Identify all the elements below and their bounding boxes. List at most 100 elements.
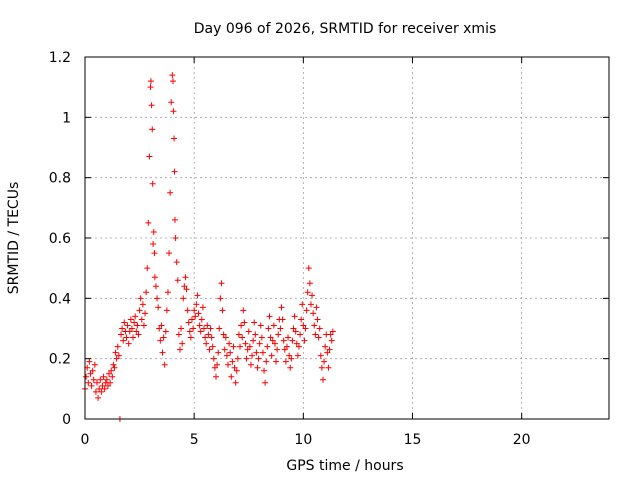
data-point xyxy=(267,334,274,341)
data-point xyxy=(95,394,102,401)
data-point xyxy=(160,334,167,341)
data-point xyxy=(302,325,309,332)
data-point xyxy=(258,334,265,341)
data-point xyxy=(89,367,96,374)
data-point xyxy=(88,382,95,389)
data-point xyxy=(126,328,133,335)
data-point xyxy=(198,316,205,323)
data-point xyxy=(138,316,145,323)
data-point xyxy=(316,325,323,332)
data-point xyxy=(193,301,200,308)
data-point xyxy=(205,331,212,338)
data-point xyxy=(114,343,121,350)
data-point xyxy=(196,322,203,329)
data-point xyxy=(217,295,224,302)
data-point xyxy=(133,328,140,335)
data-point xyxy=(243,355,250,362)
data-point xyxy=(175,331,182,338)
data-point xyxy=(214,361,221,368)
data-point xyxy=(113,355,120,362)
data-point xyxy=(143,289,150,296)
data-point xyxy=(244,346,251,353)
data-point xyxy=(145,219,152,226)
data-point xyxy=(137,295,144,302)
data-point xyxy=(94,379,101,386)
data-point xyxy=(255,355,262,362)
data-point xyxy=(162,328,169,335)
data-point xyxy=(151,250,158,257)
data-point xyxy=(136,307,143,314)
data-point xyxy=(219,307,226,314)
data-point xyxy=(246,343,253,350)
data-point xyxy=(159,349,166,356)
data-point xyxy=(218,280,225,287)
y-tick-label: 1 xyxy=(62,110,71,126)
data-point xyxy=(170,108,177,115)
data-point xyxy=(150,228,157,235)
data-point xyxy=(86,358,93,365)
data-point xyxy=(166,250,173,257)
data-point xyxy=(261,367,268,374)
data-point xyxy=(216,325,223,332)
data-point xyxy=(222,334,229,341)
data-point xyxy=(169,72,176,79)
chart-title: Day 096 of 2026, SRMTID for receiver xmi… xyxy=(194,21,497,37)
data-point xyxy=(144,265,151,272)
data-point xyxy=(199,304,206,311)
data-point xyxy=(292,328,299,335)
x-tick-label: 0 xyxy=(81,432,90,448)
data-point xyxy=(151,274,158,281)
chart-grid xyxy=(85,57,609,419)
data-point xyxy=(101,385,108,392)
data-point xyxy=(168,99,175,106)
data-point xyxy=(85,379,92,386)
data-point xyxy=(172,235,179,241)
data-point xyxy=(227,349,234,356)
data-point xyxy=(326,346,333,353)
axis-ticks xyxy=(84,56,609,420)
y-tick-label: 0.6 xyxy=(49,231,71,247)
data-point xyxy=(127,316,134,323)
data-point xyxy=(211,364,218,371)
data-point xyxy=(221,346,228,353)
data-point xyxy=(156,325,163,332)
data-point xyxy=(226,340,233,347)
data-point xyxy=(223,352,230,359)
data-point xyxy=(210,355,217,362)
data-point xyxy=(293,340,300,347)
data-point xyxy=(305,265,312,272)
data-point xyxy=(118,331,125,338)
data-point xyxy=(283,343,290,350)
data-point xyxy=(186,328,193,335)
data-point xyxy=(169,78,176,85)
data-point xyxy=(220,331,227,338)
data-point xyxy=(315,334,322,341)
data-point xyxy=(112,349,119,356)
data-point xyxy=(213,373,219,380)
data-point xyxy=(285,334,292,341)
data-point xyxy=(269,337,276,344)
data-point xyxy=(200,325,207,332)
data-point xyxy=(92,388,99,395)
data-point xyxy=(287,364,294,371)
data-point xyxy=(171,135,178,142)
data-point xyxy=(140,322,147,329)
data-point xyxy=(206,346,213,353)
data-point xyxy=(301,337,308,344)
data-point xyxy=(265,325,272,332)
data-point xyxy=(109,373,116,380)
x-tick-label: 5 xyxy=(190,432,199,448)
data-point xyxy=(161,361,168,368)
data-point xyxy=(171,168,178,175)
data-point xyxy=(195,310,202,317)
data-point xyxy=(154,295,161,302)
data-point xyxy=(231,364,238,371)
data-point xyxy=(106,370,113,377)
data-point xyxy=(209,343,216,350)
data-point xyxy=(264,343,271,350)
data-point xyxy=(321,358,328,365)
data-point xyxy=(225,361,232,368)
data-point xyxy=(191,307,198,314)
data-point xyxy=(313,304,320,311)
